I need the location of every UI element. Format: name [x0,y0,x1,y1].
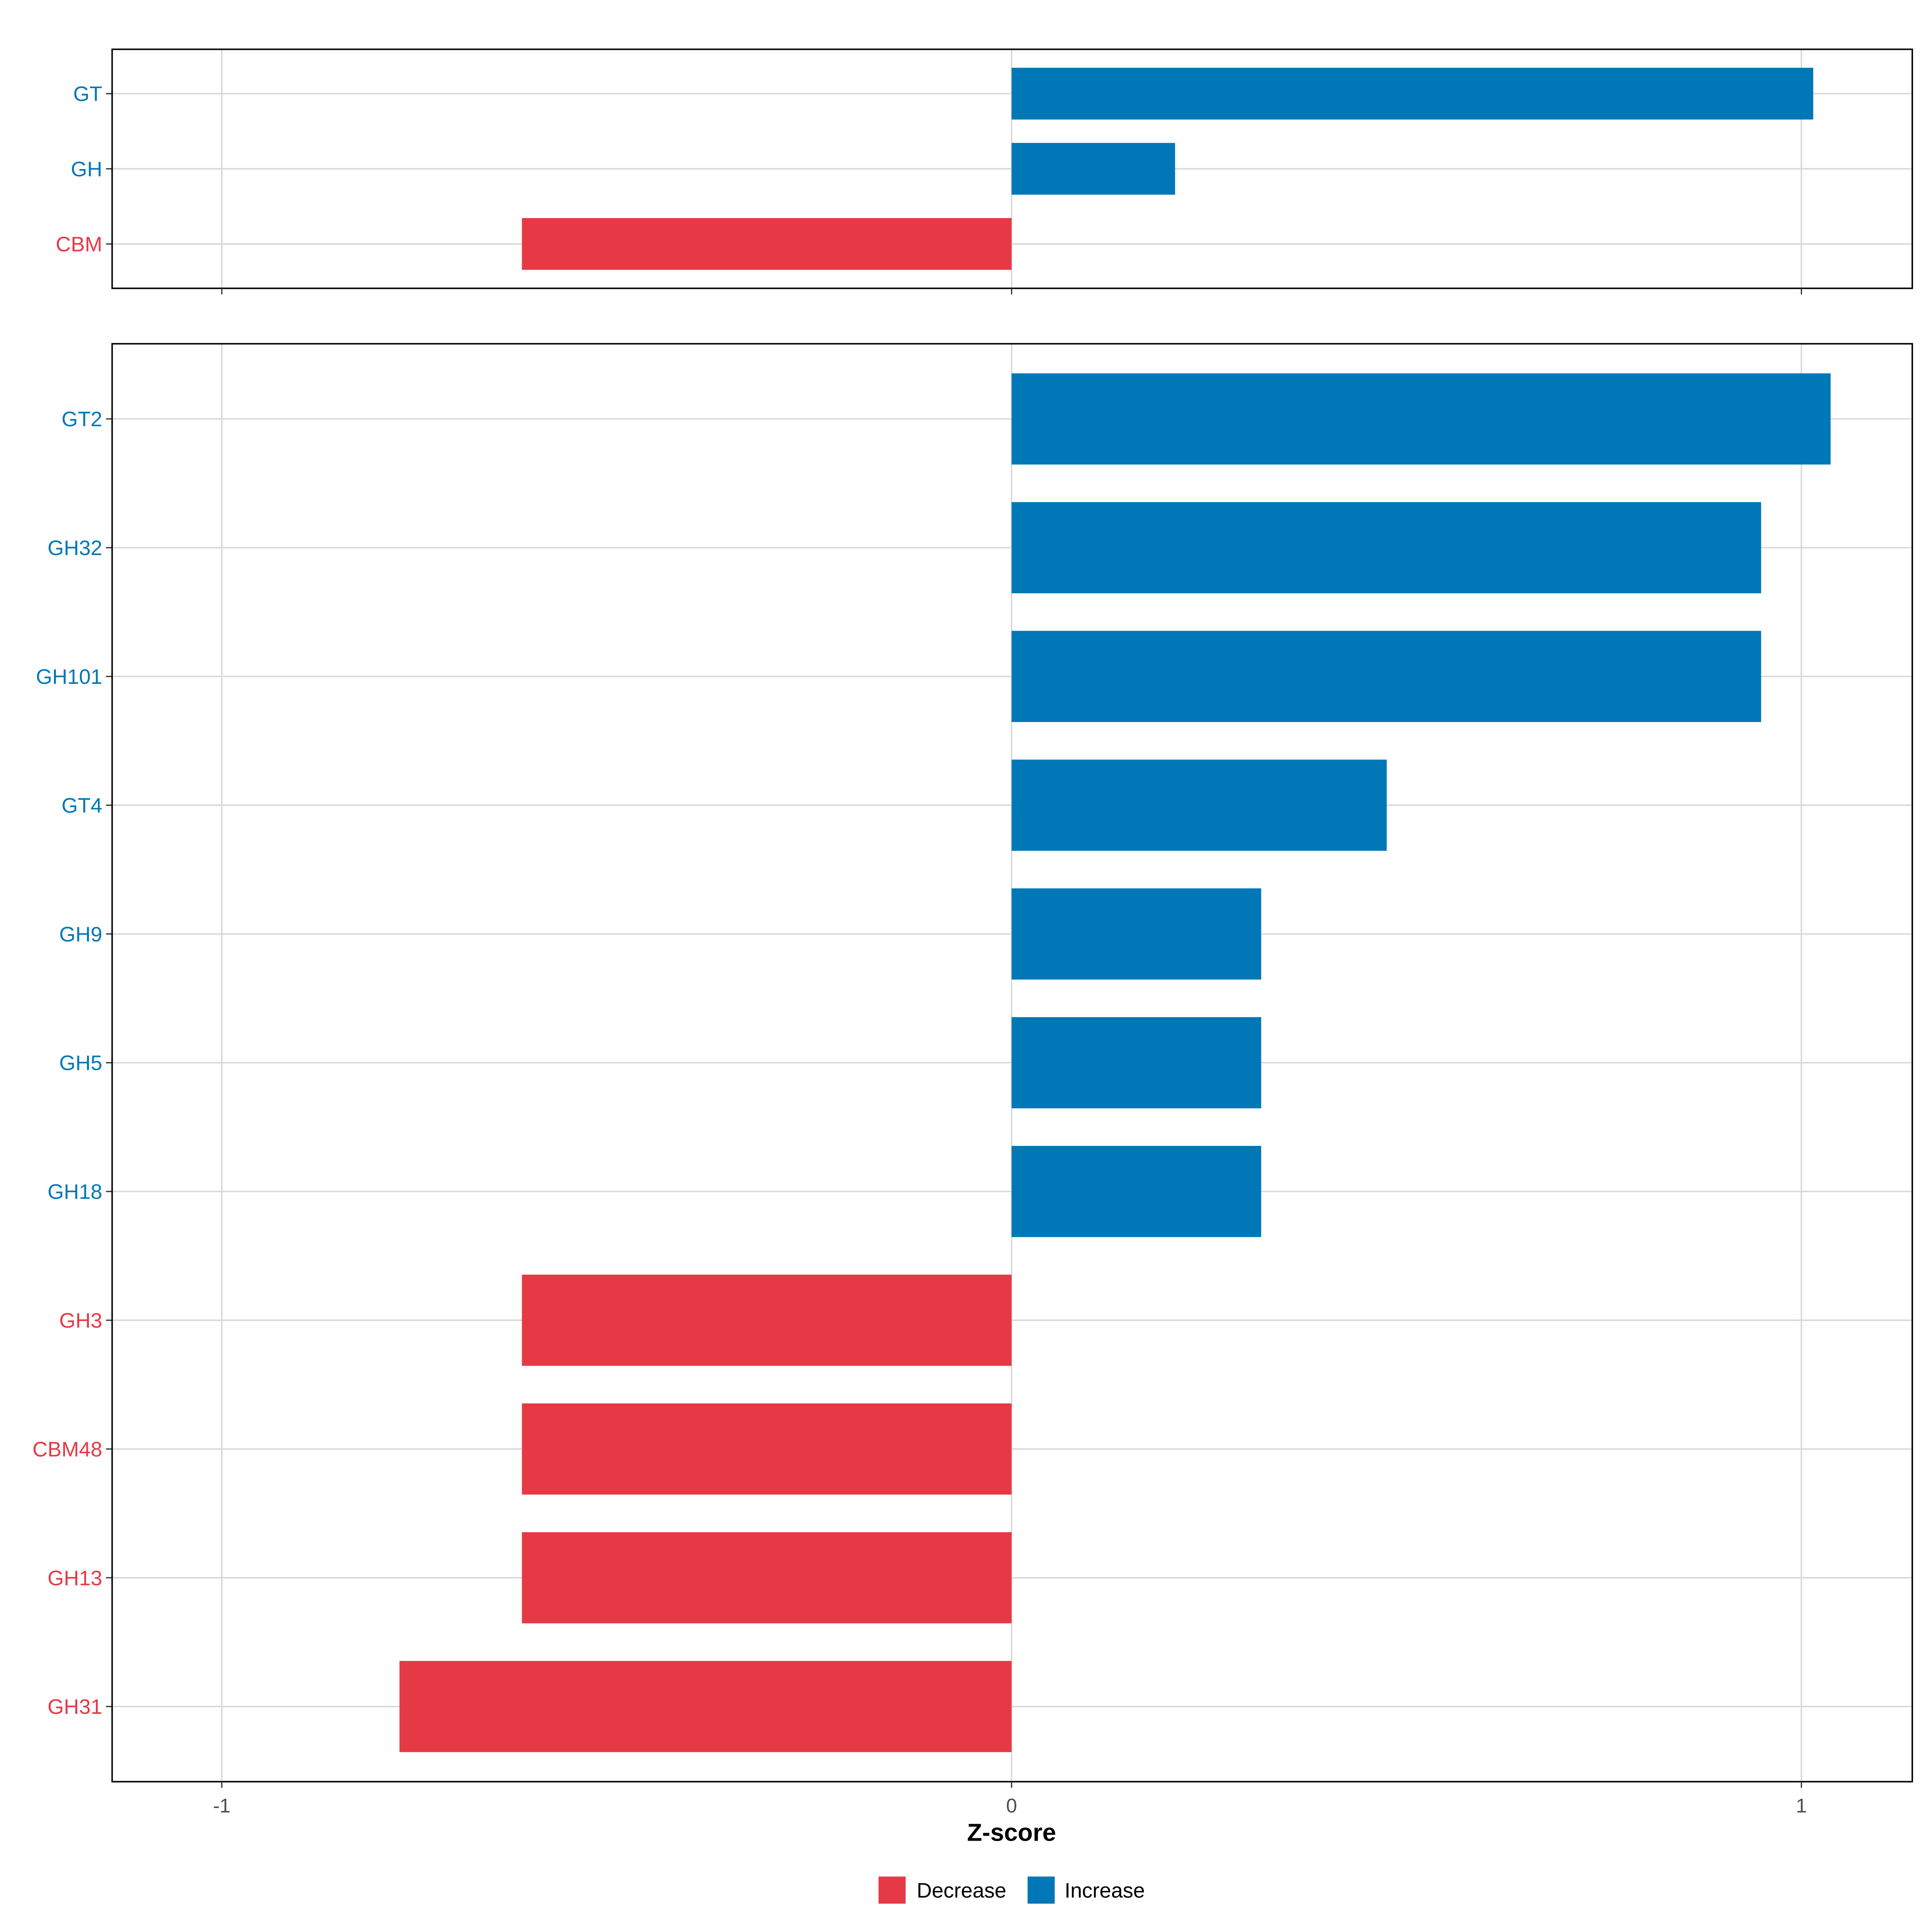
bar-gh31 [399,1661,1012,1752]
top-panel: GT GH CBM [56,48,1913,295]
bar-gt [1011,68,1813,120]
y-tick-label-gt: GT [73,83,102,106]
bar-gh13 [522,1532,1012,1624]
y-tick-label-cbm48: CBM48 [33,1438,103,1461]
legend-swatch-decrease [878,1876,906,1904]
y-tick-label-gh9: GH9 [59,923,102,946]
y-tick-label-gh5: GH5 [59,1052,102,1075]
legend-label-increase: Increase [1065,1879,1145,1902]
y-tick-label-gh31: GH31 [47,1695,102,1719]
bar-gh3 [522,1274,1012,1366]
bar-gh9 [1011,888,1261,980]
legend-swatch-increase [1028,1876,1055,1904]
bottom-panel: GT2 GH32 GH101 GT4 GH9 GH5 GH18 GH3 CBM48 GH13 GH3… [33,343,1913,1788]
y-tick-label-gh3: GH3 [59,1309,102,1332]
bar-gt4 [1011,760,1387,851]
bar-gh [1011,143,1175,195]
y-tick-label-gh13: GH13 [47,1567,102,1590]
y-tick-label-gh101: GH101 [36,665,102,689]
legend: Decrease Increase [878,1876,1145,1904]
x-tick-label: 1 [1796,1795,1807,1817]
x-axis-title: Z-score [967,1818,1056,1846]
y-tick-label-gh18: GH18 [47,1181,102,1204]
bar-gh101 [1011,631,1761,722]
bar-gh32 [1011,502,1761,593]
y-tick-label-gt4: GT4 [62,794,102,817]
bar-gh5 [1011,1017,1261,1108]
y-tick-label-gh: GH [71,158,102,181]
bar-cbm [522,218,1012,270]
legend-label-decrease: Decrease [917,1879,1007,1902]
x-axis-ticks: -1 0 1 [213,1795,1807,1817]
bar-gt2 [1011,373,1831,465]
y-tick-label-cbm: CBM [56,233,102,256]
y-tick-label-gh32: GH32 [47,537,102,560]
x-tick-label: 0 [1006,1795,1017,1817]
x-tick-label: -1 [213,1795,231,1817]
y-tick-label-gt2: GT2 [62,408,102,431]
bar-gh18 [1011,1146,1261,1237]
bar-cbm48 [522,1403,1012,1495]
